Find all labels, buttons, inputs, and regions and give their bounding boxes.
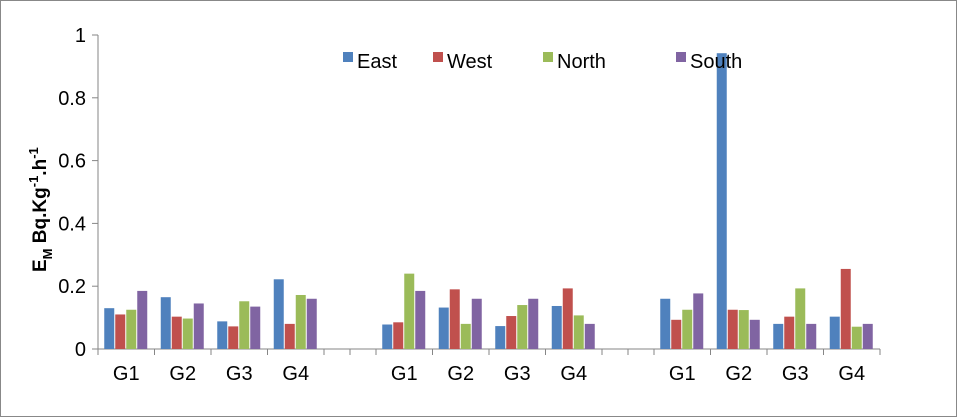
bar-south-g3 xyxy=(528,298,539,349)
bar-east-g3 xyxy=(773,323,784,349)
y-tick-label: 0.6 xyxy=(58,151,86,173)
bar-south-g1 xyxy=(693,293,704,349)
x-tick-label: G4 xyxy=(560,363,587,385)
bar-north-g3 xyxy=(239,301,250,349)
bars xyxy=(104,53,873,349)
bar-west-g1 xyxy=(393,322,404,349)
bar-west-g1 xyxy=(671,319,682,349)
legend-label-north: North xyxy=(557,51,606,73)
legend-label-south: South xyxy=(690,51,742,73)
bar-north-g4 xyxy=(295,294,306,349)
x-tick-label: G4 xyxy=(838,363,865,385)
y-axis: 0 0.2 0.4 0.6 0.8 1 xyxy=(58,25,99,361)
bar-east-g3 xyxy=(217,321,228,349)
x-tick-label: G2 xyxy=(725,363,752,385)
bar-north-g2 xyxy=(182,318,193,349)
bar-west-g4 xyxy=(840,268,851,349)
x-tick-label: G1 xyxy=(669,363,696,385)
bar-north-g4 xyxy=(851,326,862,349)
y-axis-label-base-sub: M xyxy=(40,248,55,259)
bar-east-g2 xyxy=(160,297,171,349)
x-tick-label: G1 xyxy=(391,363,418,385)
bar-east-g4 xyxy=(829,316,840,349)
bar-north-g2 xyxy=(738,310,749,349)
bar-north-g1 xyxy=(404,273,415,349)
y-axis-label-unit-1-sup: -1 xyxy=(26,176,41,188)
bar-east-g1 xyxy=(104,308,115,349)
bar-south-g2 xyxy=(193,303,204,349)
legend-swatch-north xyxy=(543,52,553,62)
bar-east-g1 xyxy=(660,298,671,349)
legend-label-west: West xyxy=(447,51,493,73)
y-axis-label: EM Bq.Kg-1.h-1 xyxy=(26,147,55,272)
bar-east-g3 xyxy=(495,326,506,349)
bar-south-g2 xyxy=(749,319,760,349)
y-tick-label: 0.2 xyxy=(58,276,86,298)
bar-west-g3 xyxy=(506,316,517,349)
bar-east-g4 xyxy=(273,279,284,349)
bar-south-g2 xyxy=(471,298,482,349)
y-axis-label-unit-2: .h xyxy=(30,159,51,176)
legend-swatch-south xyxy=(676,52,686,62)
bar-west-g4 xyxy=(284,323,295,349)
y-axis-label-unit-1: Bq.Kg xyxy=(30,187,51,248)
bar-south-g4 xyxy=(584,323,595,349)
bar-west-g2 xyxy=(727,309,738,349)
bar-east-g2 xyxy=(716,53,727,349)
bar-east-g2 xyxy=(438,307,449,349)
bar-south-g3 xyxy=(250,306,261,349)
bar-north-g1 xyxy=(126,309,137,349)
bar-south-g4 xyxy=(862,323,873,349)
bar-north-g1 xyxy=(682,309,693,349)
bar-south-g4 xyxy=(306,298,317,349)
y-tick-label: 0.8 xyxy=(58,88,86,110)
legend: East West North South xyxy=(343,51,742,73)
x-tick-label: G3 xyxy=(226,363,253,385)
bar-west-g2 xyxy=(449,289,460,349)
x-tick-label: G1 xyxy=(113,363,140,385)
legend-label-east: East xyxy=(357,51,397,73)
legend-swatch-east xyxy=(343,52,353,62)
y-tick-label: 0 xyxy=(75,339,86,361)
x-tick-label: G2 xyxy=(447,363,474,385)
bar-east-g4 xyxy=(551,305,562,349)
bar-south-g1 xyxy=(415,290,426,349)
x-tick-label: G3 xyxy=(504,363,531,385)
y-axis-label-base: E xyxy=(30,259,51,272)
bar-west-g4 xyxy=(562,288,573,349)
bar-west-g1 xyxy=(115,314,126,349)
x-tick-label: G3 xyxy=(782,363,809,385)
x-axis: G1 G2 G3 G4 G1 G2 G3 G4 G1 G2 G3 G4 xyxy=(97,348,881,385)
bar-south-g1 xyxy=(137,290,148,349)
bar-west-g3 xyxy=(784,316,795,349)
legend-swatch-west xyxy=(433,52,443,62)
bar-north-g3 xyxy=(795,288,806,349)
bar-west-g2 xyxy=(171,316,182,349)
y-tick-label: 1 xyxy=(75,25,86,47)
bar-west-g3 xyxy=(228,326,239,349)
x-tick-label: G4 xyxy=(282,363,309,385)
bar-east-g1 xyxy=(382,324,393,349)
bar-north-g4 xyxy=(573,315,584,349)
bar-north-g2 xyxy=(460,323,471,349)
bar-south-g3 xyxy=(806,323,817,349)
y-tick-label: 0.4 xyxy=(58,213,86,235)
y-axis-label-unit-2-sup: -1 xyxy=(26,147,41,159)
bar-north-g3 xyxy=(517,305,528,349)
x-tick-label: G2 xyxy=(169,363,196,385)
